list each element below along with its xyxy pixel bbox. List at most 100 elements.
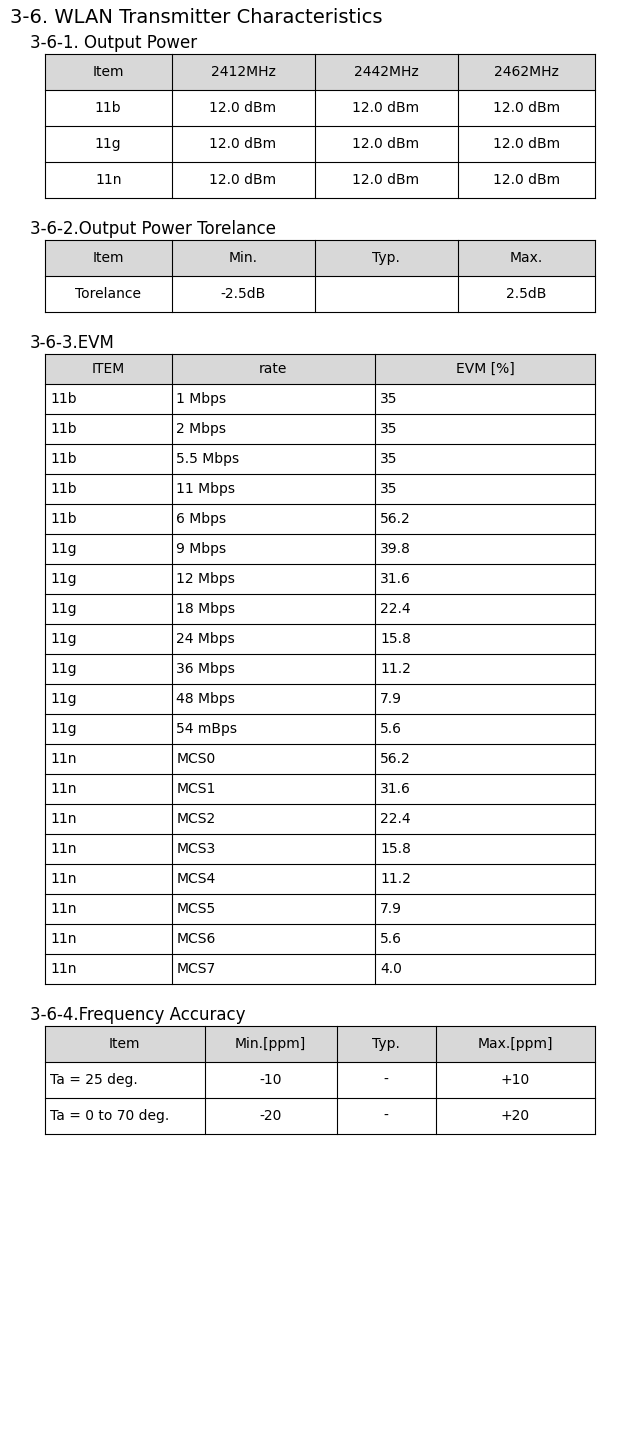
Text: 3-6-4.Frequency Accuracy: 3-6-4.Frequency Accuracy [30,1006,246,1024]
Bar [45,1026,595,1061]
Text: 12.0 dBm: 12.0 dBm [492,100,560,115]
Text: 11.2: 11.2 [380,872,411,887]
Text: 12.0 dBm: 12.0 dBm [492,137,560,151]
Text: Ta = 0 to 70 deg.: Ta = 0 to 70 deg. [50,1109,169,1123]
Text: 1 Mbps: 1 Mbps [176,392,227,406]
Text: 12.0 dBm: 12.0 dBm [492,173,560,186]
Text: 12.0 dBm: 12.0 dBm [209,100,276,115]
Text: 3-6-3.EVM: 3-6-3.EVM [30,333,115,352]
Text: 3-6-2.Output Power Torelance: 3-6-2.Output Power Torelance [30,220,276,237]
Text: 2462MHz: 2462MHz [494,66,559,79]
Text: 2 Mbps: 2 Mbps [176,422,226,435]
Text: 39.8: 39.8 [380,542,411,556]
Text: ITEM: ITEM [92,363,125,376]
Text: 11 Mbps: 11 Mbps [176,482,236,496]
Bar [45,240,595,277]
Text: 11b: 11b [50,392,77,406]
Text: -: - [384,1109,389,1123]
Text: 11b: 11b [95,100,121,115]
Text: 12.0 dBm: 12.0 dBm [352,173,419,186]
Text: 24 Mbps: 24 Mbps [176,632,235,646]
Text: MCS4: MCS4 [176,872,216,887]
Text: MCS5: MCS5 [176,903,216,916]
Text: 11g: 11g [50,692,77,706]
Text: 22.4: 22.4 [380,812,411,826]
Text: -10: -10 [259,1073,282,1088]
Text: 56.2: 56.2 [380,513,411,526]
Text: Item: Item [92,66,124,79]
Text: 35: 35 [380,392,398,406]
Text: 35: 35 [380,482,398,496]
Text: MCS3: MCS3 [176,842,216,856]
Text: 35: 35 [380,422,398,435]
Text: +10: +10 [501,1073,530,1088]
Text: 5.5 Mbps: 5.5 Mbps [176,451,239,466]
Text: 11n: 11n [50,812,76,826]
Text: 11n: 11n [50,962,76,976]
Text: Item: Item [92,250,124,265]
Text: -2.5dB: -2.5dB [221,287,266,301]
Text: 11g: 11g [50,632,77,646]
Text: -: - [384,1073,389,1088]
Text: +20: +20 [501,1109,530,1123]
Text: -20: -20 [259,1109,282,1123]
Text: Torelance: Torelance [75,287,141,301]
Text: 5.6: 5.6 [380,932,402,946]
Text: 7.9: 7.9 [380,903,402,916]
Text: 11g: 11g [50,572,77,585]
Text: 31.6: 31.6 [380,572,411,585]
Text: MCS1: MCS1 [176,782,216,796]
Text: 11g: 11g [50,662,77,676]
Text: 11b: 11b [50,422,77,435]
Text: 7.9: 7.9 [380,692,402,706]
Text: 11b: 11b [50,451,77,466]
Text: Typ.: Typ. [372,1037,400,1051]
Text: MCS6: MCS6 [176,932,216,946]
Text: 3-6-1. Output Power: 3-6-1. Output Power [30,33,197,52]
Text: 11b: 11b [50,513,77,526]
Text: Min.[ppm]: Min.[ppm] [235,1037,306,1051]
Text: 11n: 11n [95,173,121,186]
Text: 4.0: 4.0 [380,962,402,976]
Text: 15.8: 15.8 [380,842,411,856]
Text: 18 Mbps: 18 Mbps [176,601,236,616]
Text: 54 mBps: 54 mBps [176,722,238,735]
Text: 11g: 11g [50,722,77,735]
Text: Item: Item [109,1037,141,1051]
Text: 2442MHz: 2442MHz [354,66,418,79]
Text: 11n: 11n [50,751,76,766]
Text: 11n: 11n [50,872,76,887]
Text: MCS2: MCS2 [176,812,216,826]
Text: 15.8: 15.8 [380,632,411,646]
Text: 12 Mbps: 12 Mbps [176,572,236,585]
Text: 11b: 11b [50,482,77,496]
Text: 11n: 11n [50,782,76,796]
Bar [45,354,595,384]
Text: 12.0 dBm: 12.0 dBm [209,137,276,151]
Text: 5.6: 5.6 [380,722,402,735]
Text: 11g: 11g [50,542,77,556]
Text: MCS7: MCS7 [176,962,216,976]
Text: 56.2: 56.2 [380,751,411,766]
Text: 31.6: 31.6 [380,782,411,796]
Text: 11g: 11g [50,601,77,616]
Text: 11n: 11n [50,842,76,856]
Text: 22.4: 22.4 [380,601,411,616]
Text: 48 Mbps: 48 Mbps [176,692,236,706]
Text: MCS0: MCS0 [176,751,216,766]
Text: 36 Mbps: 36 Mbps [176,662,236,676]
Text: 11n: 11n [50,932,76,946]
Text: 11g: 11g [95,137,121,151]
Text: 11.2: 11.2 [380,662,411,676]
Text: 9 Mbps: 9 Mbps [176,542,227,556]
Text: 2.5dB: 2.5dB [506,287,546,301]
Bar [45,54,595,90]
Text: 3-6. WLAN Transmitter Characteristics: 3-6. WLAN Transmitter Characteristics [10,7,382,28]
Text: Typ.: Typ. [372,250,400,265]
Text: 2412MHz: 2412MHz [211,66,276,79]
Text: rate: rate [259,363,288,376]
Text: 12.0 dBm: 12.0 dBm [209,173,276,186]
Text: 35: 35 [380,451,398,466]
Text: Max.: Max. [509,250,543,265]
Text: 6 Mbps: 6 Mbps [176,513,227,526]
